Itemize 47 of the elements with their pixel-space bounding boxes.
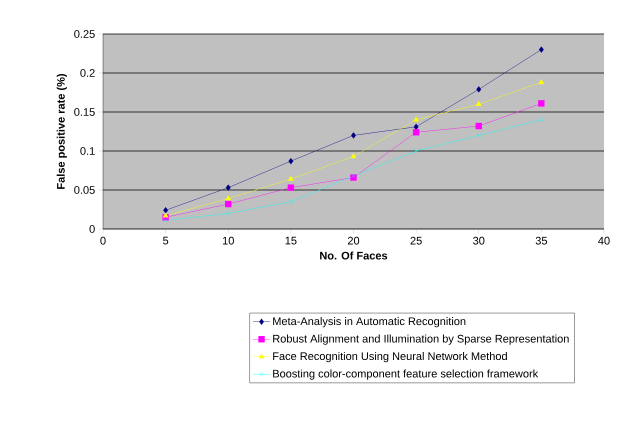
y-axis-title: False positive rate (%) bbox=[56, 74, 67, 189]
point bbox=[350, 153, 356, 158]
point bbox=[162, 212, 168, 218]
point bbox=[476, 86, 482, 93]
point bbox=[288, 176, 294, 181]
y-tick-label: 0 bbox=[90, 225, 95, 233]
point bbox=[538, 79, 544, 84]
point bbox=[476, 133, 482, 138]
y-tick-label: 0.1 bbox=[80, 147, 95, 155]
x-tick-label: 20 bbox=[348, 236, 360, 245]
x-tick-label: 10 bbox=[222, 236, 234, 245]
legend-label: Boosting color-component feature selection framework bbox=[273, 369, 538, 380]
x-tick-label: 30 bbox=[473, 236, 484, 245]
point bbox=[225, 200, 232, 208]
x-tick-label: 35 bbox=[536, 236, 548, 245]
point bbox=[163, 218, 168, 223]
point bbox=[225, 195, 232, 200]
y-tick-label: 0.2 bbox=[80, 69, 95, 77]
point bbox=[288, 199, 294, 204]
point bbox=[414, 148, 418, 154]
legend-label: Robust Alignment and Illumination by Sparse Representation bbox=[273, 334, 569, 345]
y-tick-label: 0.05 bbox=[74, 186, 95, 194]
point bbox=[414, 124, 419, 130]
x-axis-title: No. Of Faces bbox=[320, 251, 388, 260]
y-tick-label: 0.15 bbox=[74, 108, 95, 116]
point bbox=[412, 129, 420, 136]
x-tick-label: 25 bbox=[410, 236, 422, 245]
point bbox=[163, 207, 168, 214]
point bbox=[351, 174, 356, 178]
x-tick-label: 0 bbox=[100, 236, 106, 245]
point bbox=[351, 132, 356, 139]
x-tick-label: 40 bbox=[598, 236, 610, 245]
point bbox=[476, 122, 482, 130]
point bbox=[288, 158, 294, 164]
y-tick-label: 0.25 bbox=[74, 30, 95, 38]
point bbox=[226, 211, 231, 216]
point bbox=[538, 100, 545, 107]
point bbox=[538, 46, 544, 53]
x-tick-label: 5 bbox=[163, 236, 168, 244]
point bbox=[539, 117, 544, 122]
point bbox=[413, 116, 419, 122]
point bbox=[226, 184, 231, 191]
point bbox=[288, 184, 294, 191]
legend-label: Face Recognition Using Neural Network Method bbox=[273, 352, 507, 362]
legend-label: Meta-Analysis in Automatic Recognition bbox=[273, 317, 466, 328]
x-tick-label: 15 bbox=[286, 236, 297, 244]
point bbox=[476, 100, 482, 106]
